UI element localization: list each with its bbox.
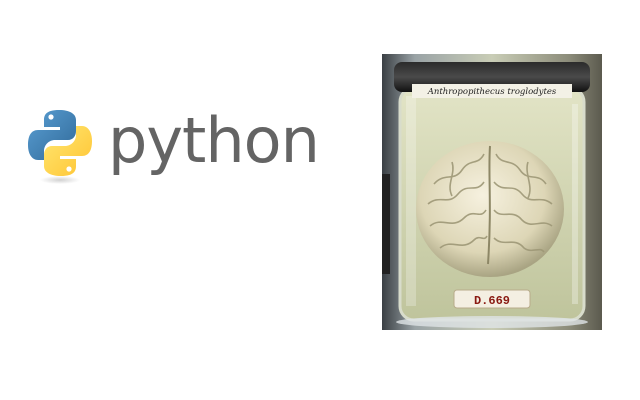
jar-label-text: Anthropopithecus troglodytes	[427, 87, 557, 97]
python-snakes-icon	[28, 110, 92, 184]
brain-jar-photo: Anthropopithecus troglodytes D.669	[382, 54, 602, 330]
python-wordmark: python	[108, 104, 320, 177]
specimen-tag-text: D.669	[474, 294, 510, 308]
python-logo: python	[24, 104, 320, 188]
